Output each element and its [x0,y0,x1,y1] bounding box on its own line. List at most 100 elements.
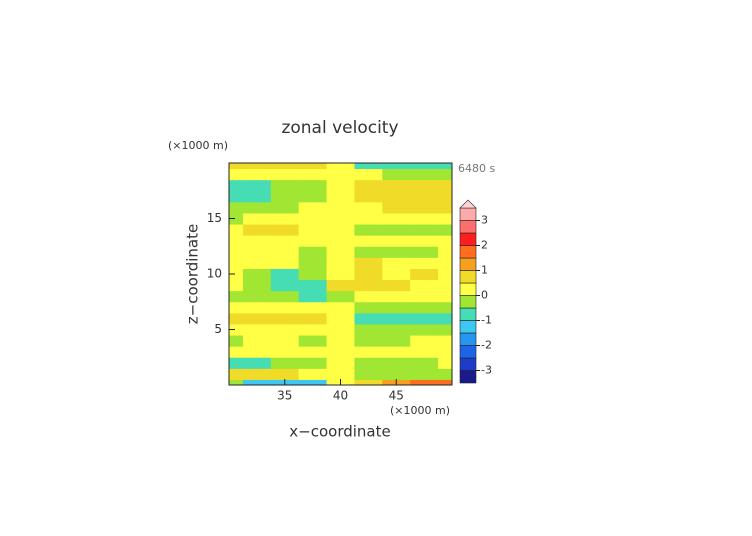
cell [438,179,453,192]
cell [229,357,244,369]
cell [438,268,453,281]
cell [354,212,383,225]
cell [410,235,439,247]
cell [270,357,300,369]
cell [242,268,272,281]
cell [229,163,244,170]
cell [410,179,439,192]
cell [382,163,411,170]
cell [382,279,411,292]
cell [298,279,328,292]
cell [298,235,328,247]
cell [298,379,328,386]
cell [270,368,300,380]
cell [326,290,355,303]
cell [382,335,411,347]
x-axis-label: x−coordinate [289,423,390,441]
cell [270,279,300,292]
cell [298,290,328,303]
cell [270,246,300,258]
cell [298,224,328,236]
colorbar-box [459,370,477,384]
cell [410,379,439,386]
axes: 35 40 45 5 10 15 -3 -2 -1 0 1 2 3 [207,162,492,403]
cell [270,235,300,247]
cell [242,212,272,225]
cell [410,279,439,292]
cell [438,290,453,303]
cell [229,301,244,314]
cell [382,224,411,236]
cell [326,335,355,347]
cell [270,346,300,358]
cell [410,201,439,214]
cell [438,168,453,181]
cell [242,201,272,214]
cell [326,190,355,203]
cell [270,168,300,181]
cell [242,368,272,380]
cell [438,279,453,292]
cell [229,212,244,225]
cell [326,246,355,258]
cell [326,346,355,358]
cell [410,257,439,269]
cell [382,235,411,247]
cell [298,268,328,281]
cell [410,246,439,258]
cell [438,163,453,170]
cell [229,335,244,347]
cell [242,168,272,181]
cell [354,301,383,314]
cell [410,335,439,347]
cell [354,224,383,236]
colorbar-extend [459,199,477,209]
cell [438,224,453,236]
colorbar-box [459,232,477,246]
cell [326,212,355,225]
y-unit: (×1000 m) [168,139,228,152]
cell [270,335,300,347]
cell [298,346,328,358]
cell [229,224,244,236]
cell [354,357,383,369]
cell [382,168,411,181]
cell [438,323,453,336]
cell [298,323,328,336]
time-label: 6480 s [458,162,495,175]
cell [270,201,300,214]
cell [242,346,272,358]
colorbar-box [459,270,477,284]
cell [354,163,383,170]
cell [229,279,244,292]
cell [326,235,355,247]
cell [354,201,383,214]
cell [438,368,453,380]
cell [382,212,411,225]
cell [326,357,355,369]
cell [382,290,411,303]
cell [382,190,411,203]
cell [270,212,300,225]
cell [438,235,453,247]
cell [298,357,328,369]
x-unit: (×1000 m) [390,404,450,417]
cell [438,190,453,203]
cell [229,368,244,380]
cell [270,179,300,192]
x-tick-label: 35 [277,389,292,403]
y-tick-label: 5 [214,322,222,336]
cell [270,224,300,236]
cell [326,179,355,192]
cell [229,201,244,214]
cell [438,346,453,358]
cell [229,312,244,325]
cell [242,224,272,236]
cell [382,301,411,314]
cell [326,268,355,281]
cell [410,290,439,303]
cell [438,379,453,386]
cell [382,357,411,369]
cell [229,168,244,181]
cell [298,190,328,203]
